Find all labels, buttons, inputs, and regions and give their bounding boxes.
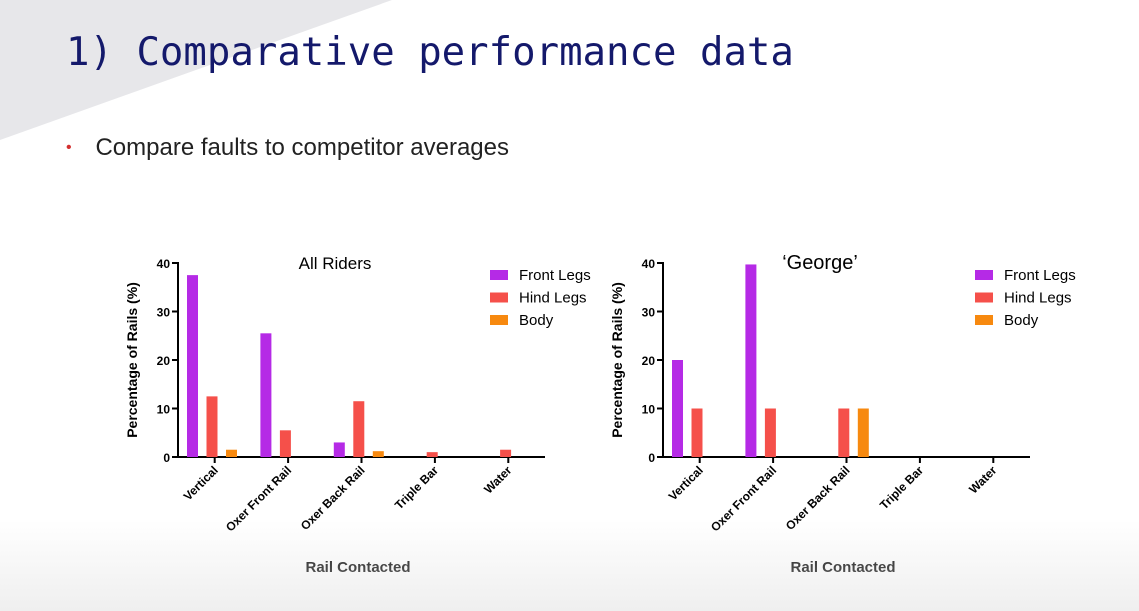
slide-title: 1) Comparative performance data [66,30,794,75]
all-riders-y-tick-label: 40 [157,257,171,271]
george-bar [764,408,776,457]
george-y-tick-label: 30 [642,306,656,320]
all-riders-bar [353,401,365,457]
bullet-item: • Compare faults to competitor averages [66,134,509,162]
all-riders-legend-swatch [490,270,508,280]
george-y-tick-label: 20 [642,354,656,368]
george-bar [857,408,869,457]
all-riders-legend-label: Hind Legs [519,290,587,307]
george-x-label: Rail Contacted [790,559,895,576]
all-riders-category-label: Oxer Back Rail [298,463,368,533]
all-riders-bar [260,333,272,457]
george-category-label: Oxer Back Rail [783,463,853,533]
all-riders-bar [500,449,512,457]
all-riders-category-label: Triple Bar [392,463,441,512]
all-riders-chart-title: All Riders [299,254,372,273]
all-riders-bar [187,275,198,457]
george-category-label: Water [966,463,999,496]
all-riders-legend-swatch [490,315,508,325]
chart-all-riders: 0 10 20 30 40 Percentage of Rails (%) Vertical… [115,235,595,595]
george-legend-swatch [975,315,993,325]
george-legend-label: Body [1004,312,1039,329]
all-riders-bar [372,451,384,457]
all-riders-y-tick-label: 10 [157,403,171,417]
all-riders-y-tick-label: 30 [157,306,171,320]
all-riders-bar [279,430,291,457]
george-y-tick-label: 10 [642,403,656,417]
all-riders-bar [333,442,345,457]
george-bar [691,408,703,457]
bullet-text: Compare faults to competitor averages [95,134,509,161]
george-legend-swatch [975,292,993,303]
all-riders-legend-swatch [490,292,508,303]
george-bar [745,264,757,457]
all-riders-bar [226,449,237,457]
george-category-label: Vertical [666,463,706,503]
all-riders-legend-label: Front Legs [519,267,591,284]
all-riders-y-label: Percentage of Rails (%) [124,282,140,438]
george-y-label: Percentage of Rails (%) [609,282,625,438]
chart-george: 0 10 20 30 40 Percentage of Rails (%) Vertical… [600,235,1080,595]
george-y-tick-label: 0 [648,451,655,465]
bullet-dot-icon: • [66,139,72,156]
george-chart-title: ‘George’ [782,252,858,274]
all-riders-x-label: Rail Contacted [305,559,410,576]
all-riders-category-label: Oxer Front Rail [223,463,294,534]
all-riders-y-tick-label: 20 [157,354,171,368]
chart-george-svg: 0 10 20 30 40 Percentage of Rails (%) Vertical… [609,252,1076,576]
george-legend-swatch [975,270,993,280]
all-riders-legend-label: Body [519,312,554,329]
george-category-label: Triple Bar [877,463,926,512]
chart-all-riders-svg: 0 10 20 30 40 Percentage of Rails (%) Vertical… [124,254,591,576]
george-legend-label: Front Legs [1004,267,1076,284]
george-category-label: Oxer Front Rail [708,463,779,534]
all-riders-y-tick-label: 0 [163,451,170,465]
all-riders-category-label: Water [481,463,514,496]
george-bar [838,408,850,457]
george-y-tick-label: 40 [642,257,656,271]
george-bar [672,360,683,457]
all-riders-bar [206,396,218,457]
george-legend-label: Hind Legs [1004,290,1072,307]
all-riders-category-label: Vertical [181,463,221,503]
all-riders-bar [426,452,438,457]
